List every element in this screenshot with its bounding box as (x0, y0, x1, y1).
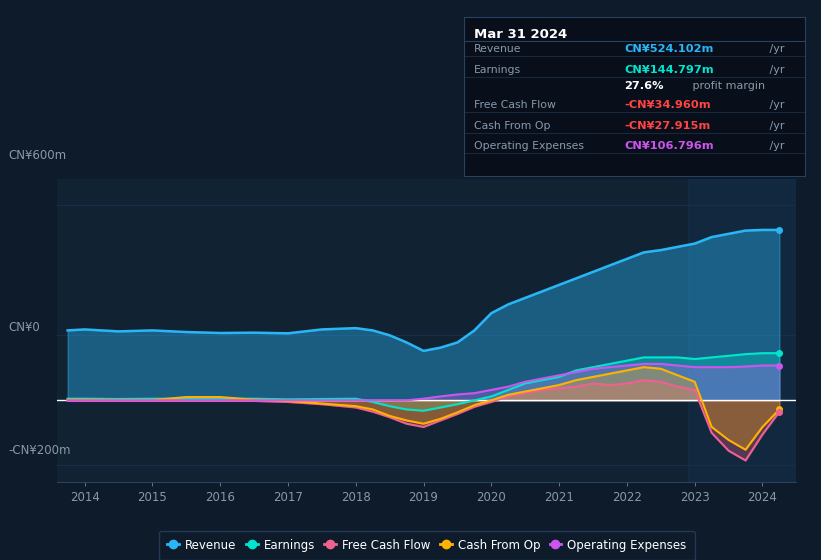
Text: Earnings: Earnings (474, 65, 521, 74)
Text: -CN¥200m: -CN¥200m (8, 444, 71, 458)
Text: 27.6%: 27.6% (624, 81, 663, 91)
Text: -CN¥27.915m: -CN¥27.915m (624, 120, 710, 130)
Text: Free Cash Flow: Free Cash Flow (474, 100, 556, 110)
Text: CN¥144.797m: CN¥144.797m (624, 65, 713, 74)
Text: CN¥106.796m: CN¥106.796m (624, 141, 713, 151)
Text: Mar 31 2024: Mar 31 2024 (474, 28, 567, 41)
Text: /yr: /yr (767, 100, 785, 110)
Text: -CN¥34.960m: -CN¥34.960m (624, 100, 711, 110)
Text: /yr: /yr (767, 141, 785, 151)
Text: /yr: /yr (767, 120, 785, 130)
Text: Cash From Op: Cash From Op (474, 120, 551, 130)
Text: profit margin: profit margin (689, 81, 765, 91)
Bar (688, 179, 796, 482)
Legend: Revenue, Earnings, Free Cash Flow, Cash From Op, Operating Expenses: Revenue, Earnings, Free Cash Flow, Cash … (159, 531, 695, 560)
Text: /yr: /yr (767, 65, 785, 74)
Text: CN¥600m: CN¥600m (8, 150, 67, 162)
Text: /yr: /yr (767, 44, 785, 54)
Text: Revenue: Revenue (474, 44, 521, 54)
Text: Operating Expenses: Operating Expenses (474, 141, 584, 151)
Text: CN¥0: CN¥0 (8, 321, 40, 334)
Text: CN¥524.102m: CN¥524.102m (624, 44, 713, 54)
